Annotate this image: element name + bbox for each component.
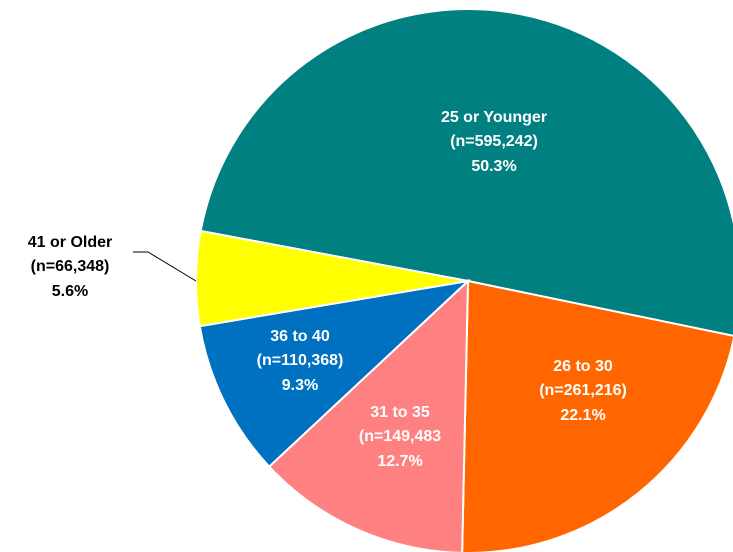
slice-label: 25 or Younger [441,109,547,126]
slice-count: (n=595,242) [450,133,538,150]
slice-count: (n=261,216) [539,382,627,399]
slice-percent: 50.3% [471,158,516,175]
pie-slice [199,8,733,337]
slice-percent: 12.7% [377,453,422,470]
pie-slice [195,229,469,328]
slice-count: (n=110,368) [257,352,344,369]
slice-label: 31 to 35 [370,404,430,421]
slice-percent: 22.1% [560,407,605,424]
slice-label: 26 to 30 [553,358,613,375]
leader-line [133,251,197,282]
pie-slice [461,279,733,552]
slice-count: (n=149,483 [359,428,441,445]
slice-percent: 5.6% [52,283,88,300]
slice-label: 36 to 40 [270,328,330,345]
pie-slice [198,279,472,469]
slice-count: (n=66,348) [31,258,110,275]
slice-percent: 9.3% [282,377,318,394]
slice-label: 41 or Older [28,234,112,251]
